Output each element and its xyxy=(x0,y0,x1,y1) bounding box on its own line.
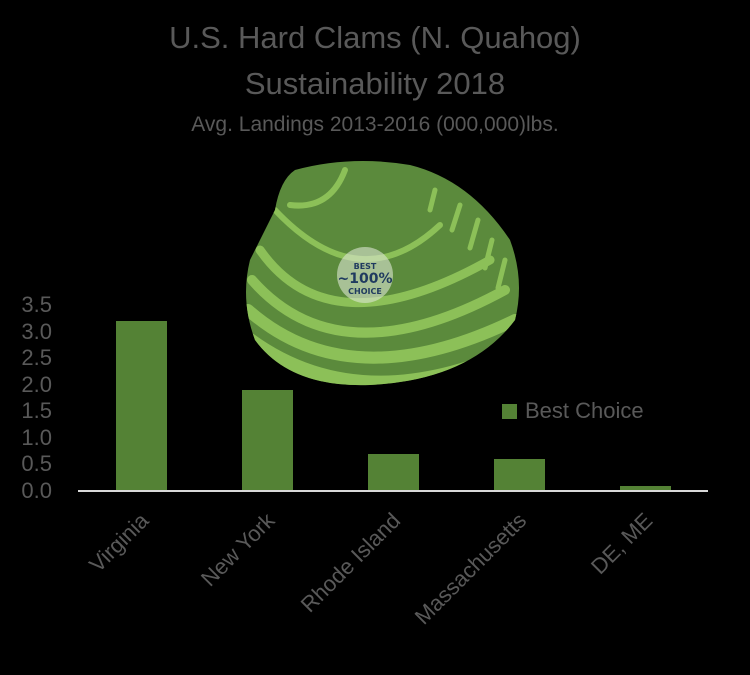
clam-shell-icon: BEST ~100% CHOICE xyxy=(246,161,519,386)
legend-swatch xyxy=(502,403,517,419)
y-tick-label: 2.0 xyxy=(21,371,52,397)
chart-title: U.S. Hard Clams (N. Quahog) xyxy=(169,20,581,55)
x-axis-line xyxy=(78,490,708,492)
badge-line3: CHOICE xyxy=(348,287,382,296)
bar xyxy=(241,390,293,491)
x-tick-label: DE, ME xyxy=(586,507,658,580)
y-tick-label: 3.0 xyxy=(21,318,52,344)
bar xyxy=(115,321,167,491)
bar xyxy=(619,485,671,491)
badge-line2: ~100% xyxy=(338,271,393,287)
badge-line1: BEST xyxy=(354,262,377,271)
legend: Best Choice xyxy=(502,398,644,424)
y-tick-label: 0.5 xyxy=(21,451,52,477)
y-tick-label: 1.0 xyxy=(21,424,52,450)
legend-label: Best Choice xyxy=(525,398,644,423)
chart-title-line2: Sustainability 2018 xyxy=(244,66,506,101)
x-tick-label: New York xyxy=(196,507,280,592)
bar xyxy=(493,459,545,491)
y-tick-label: 2.5 xyxy=(21,345,52,371)
bar xyxy=(367,453,419,491)
y-tick-label: 1.5 xyxy=(21,398,52,424)
x-tick-label: Virginia xyxy=(84,507,154,578)
chart-subtitle: Avg. Landings 2013-2016 (000,000)lbs. xyxy=(191,113,559,136)
y-tick-label: 0.0 xyxy=(21,478,52,503)
x-tick-label: Massachusetts xyxy=(409,507,532,630)
y-tick-label: 3.5 xyxy=(21,292,52,318)
x-tick-label: Rhode Island xyxy=(295,507,406,618)
